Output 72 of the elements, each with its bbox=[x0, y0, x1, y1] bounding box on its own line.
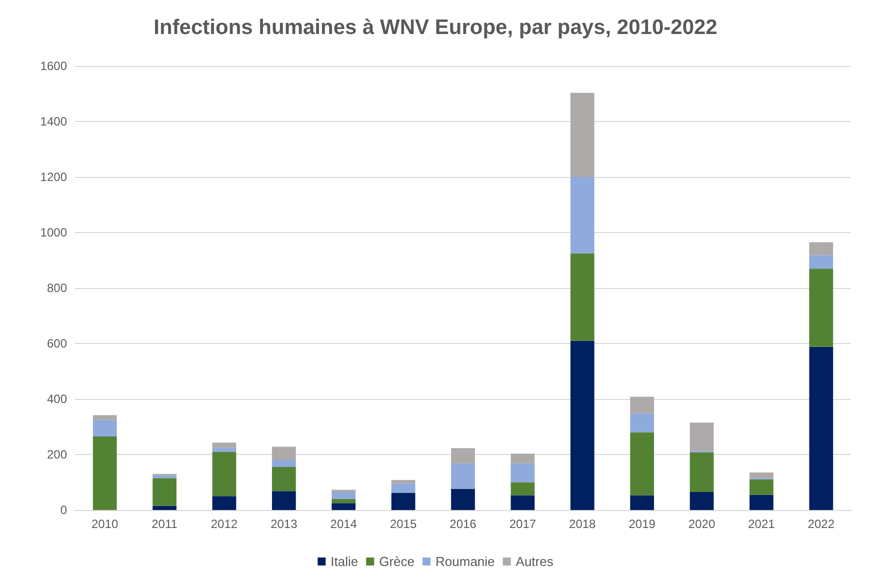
bar bbox=[391, 480, 416, 484]
x-tick-label: 2016 bbox=[450, 517, 477, 531]
bar bbox=[510, 495, 535, 510]
bar bbox=[750, 472, 774, 478]
bar bbox=[630, 432, 654, 496]
bar bbox=[750, 494, 774, 510]
bar bbox=[332, 503, 356, 510]
bar bbox=[809, 346, 834, 510]
bar bbox=[272, 446, 296, 460]
bar bbox=[630, 396, 654, 414]
x-tick-label: 2010 bbox=[91, 517, 119, 531]
x-tick-label: 2012 bbox=[210, 517, 238, 531]
y-tick-label: 1600 bbox=[40, 59, 68, 73]
bar bbox=[391, 484, 416, 493]
bar bbox=[212, 452, 236, 496]
bar bbox=[272, 466, 296, 492]
y-tick-label: 400 bbox=[46, 392, 68, 406]
y-tick-label: 600 bbox=[46, 336, 68, 350]
bar bbox=[212, 496, 236, 510]
bar bbox=[809, 268, 834, 347]
bar bbox=[809, 255, 834, 269]
bar bbox=[212, 448, 236, 452]
x-tick-label: 2019 bbox=[628, 517, 656, 531]
bar bbox=[570, 253, 594, 341]
bar bbox=[690, 492, 714, 510]
bar bbox=[510, 482, 535, 496]
x-tick-label: 2011 bbox=[152, 517, 178, 531]
legend-label: Roumanie bbox=[436, 554, 495, 569]
y-tick-label: 0 bbox=[60, 503, 68, 517]
x-tick-label: 2020 bbox=[688, 517, 716, 531]
bar bbox=[809, 242, 834, 256]
bar bbox=[92, 415, 117, 420]
legend-label: Autres bbox=[516, 554, 554, 569]
x-tick-label: 2021 bbox=[748, 517, 776, 531]
y-tick-label: 1200 bbox=[40, 170, 68, 184]
bar bbox=[212, 442, 236, 448]
bar bbox=[570, 92, 594, 177]
bar bbox=[690, 452, 714, 492]
y-tick-label: 200 bbox=[46, 448, 68, 462]
bar bbox=[630, 495, 654, 510]
bar bbox=[570, 177, 594, 254]
chart-title: Infections humaines à WNV Europe, par pays, 2010-2022 bbox=[154, 16, 718, 39]
bar bbox=[451, 488, 475, 510]
bar bbox=[152, 478, 176, 506]
y-tick-label: 1000 bbox=[40, 226, 68, 240]
bar bbox=[750, 479, 774, 495]
legend-label: Grèce bbox=[379, 554, 415, 569]
x-tick-label: 2022 bbox=[808, 517, 835, 531]
bar bbox=[391, 492, 416, 510]
bar bbox=[272, 491, 296, 510]
x-tick-label: 2018 bbox=[569, 517, 596, 531]
bar bbox=[690, 422, 714, 452]
bar bbox=[272, 460, 296, 467]
bar bbox=[332, 498, 356, 504]
legend-label: Italie bbox=[330, 554, 358, 569]
x-tick-label: 2013 bbox=[270, 517, 298, 531]
y-tick-label: 800 bbox=[46, 281, 68, 295]
bar bbox=[152, 506, 176, 510]
bar bbox=[451, 448, 475, 464]
bar bbox=[152, 475, 176, 478]
bar bbox=[451, 463, 475, 489]
x-tick-label: 2017 bbox=[509, 517, 536, 531]
bar bbox=[92, 420, 117, 436]
bar bbox=[510, 463, 535, 482]
y-tick-label: 1400 bbox=[40, 114, 68, 128]
x-tick-label: 2014 bbox=[330, 517, 358, 531]
x-tick-label: 2015 bbox=[390, 517, 417, 531]
bar bbox=[630, 413, 654, 432]
bar bbox=[570, 340, 594, 510]
bar bbox=[510, 454, 535, 464]
bar bbox=[332, 492, 356, 499]
bar bbox=[92, 436, 117, 510]
